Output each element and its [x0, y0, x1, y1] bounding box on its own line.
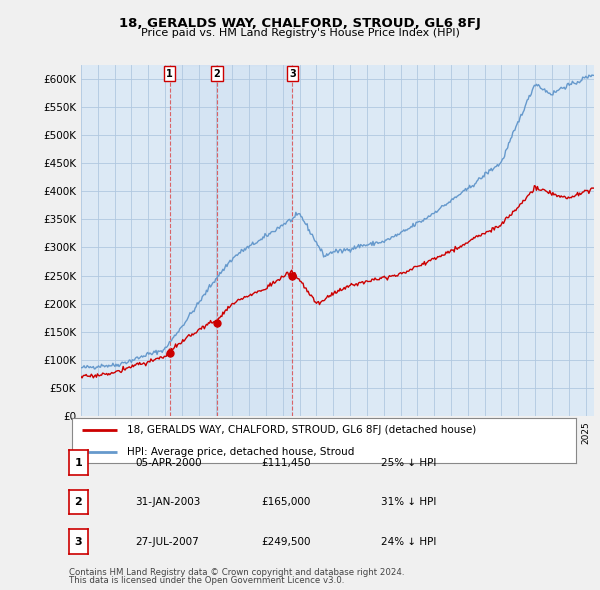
Text: 27-JUL-2007: 27-JUL-2007	[135, 537, 199, 546]
Text: 05-APR-2000: 05-APR-2000	[135, 458, 202, 467]
Text: £249,500: £249,500	[261, 537, 311, 546]
Text: 25% ↓ HPI: 25% ↓ HPI	[381, 458, 436, 467]
Text: 18, GERALDS WAY, CHALFORD, STROUD, GL6 8FJ (detached house): 18, GERALDS WAY, CHALFORD, STROUD, GL6 8…	[127, 425, 476, 434]
Text: This data is licensed under the Open Government Licence v3.0.: This data is licensed under the Open Gov…	[69, 576, 344, 585]
Text: 31% ↓ HPI: 31% ↓ HPI	[381, 497, 436, 507]
Text: Contains HM Land Registry data © Crown copyright and database right 2024.: Contains HM Land Registry data © Crown c…	[69, 568, 404, 577]
Text: 3: 3	[74, 537, 82, 546]
Text: 2: 2	[214, 68, 220, 78]
Text: £111,450: £111,450	[261, 458, 311, 467]
Text: 24% ↓ HPI: 24% ↓ HPI	[381, 537, 436, 546]
Text: £165,000: £165,000	[261, 497, 310, 507]
Bar	[217, 65, 292, 416]
Text: 18, GERALDS WAY, CHALFORD, STROUD, GL6 8FJ: 18, GERALDS WAY, CHALFORD, STROUD, GL6 8…	[119, 17, 481, 30]
Bar	[170, 65, 217, 416]
Text: HPI: Average price, detached house, Stroud: HPI: Average price, detached house, Stro…	[127, 447, 355, 457]
Text: 2: 2	[74, 497, 82, 507]
Bar	[81, 65, 170, 416]
Text: 31-JAN-2003: 31-JAN-2003	[135, 497, 200, 507]
Text: 1: 1	[166, 68, 173, 78]
Text: 1: 1	[74, 458, 82, 467]
Text: 3: 3	[289, 68, 296, 78]
Text: Price paid vs. HM Land Registry's House Price Index (HPI): Price paid vs. HM Land Registry's House …	[140, 28, 460, 38]
